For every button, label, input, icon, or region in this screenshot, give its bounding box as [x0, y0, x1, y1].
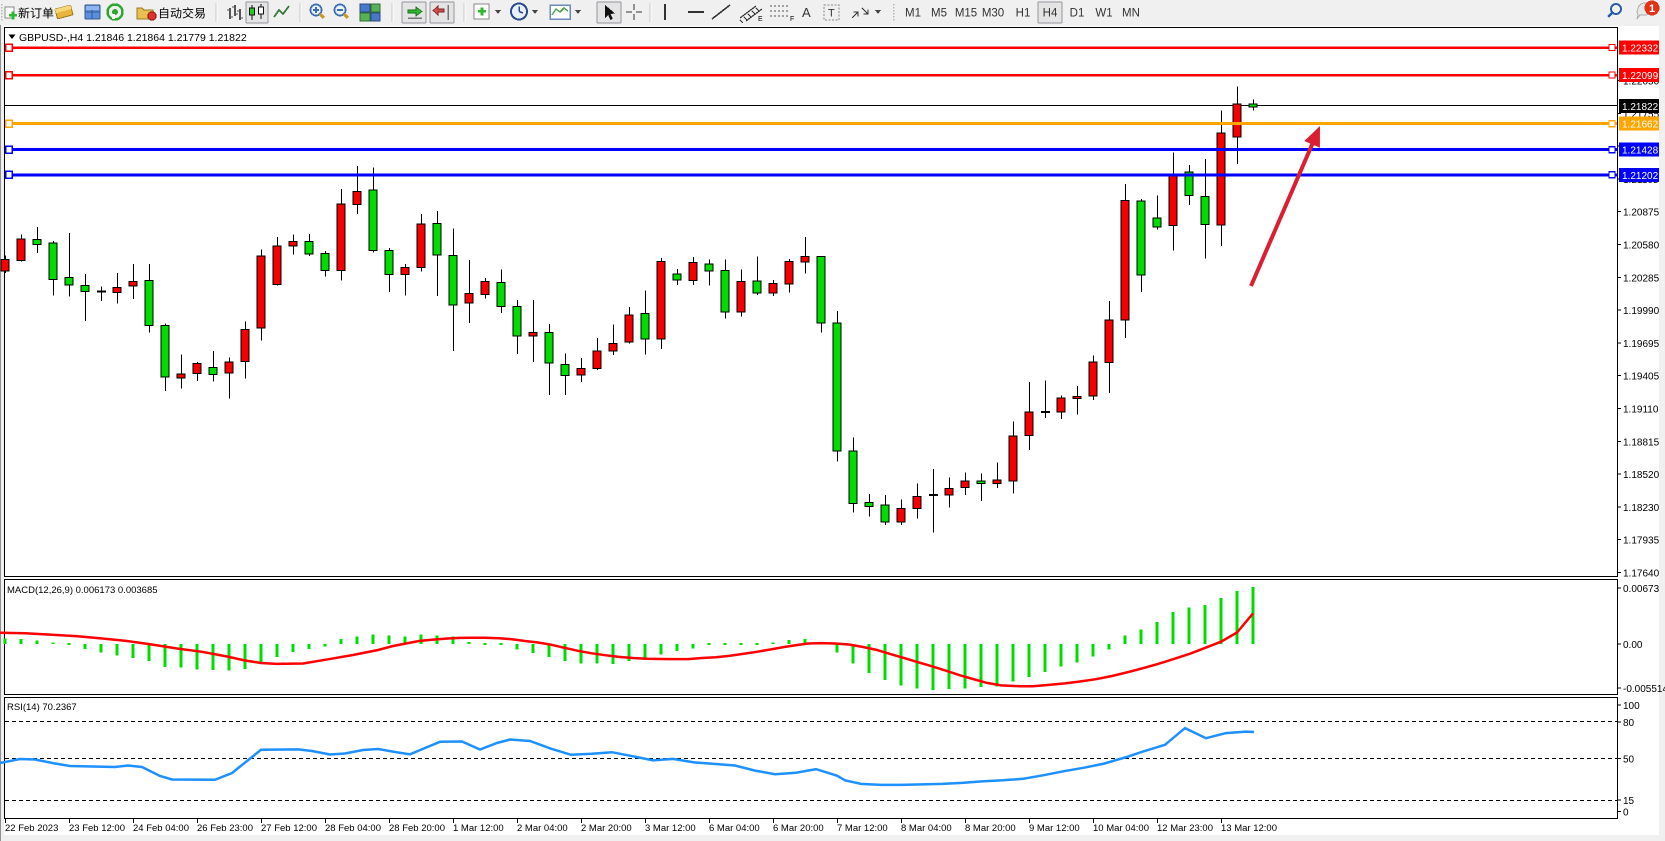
svg-text:24 Feb 04:00: 24 Feb 04:00 [133, 823, 189, 834]
svg-text:2 Mar 04:00: 2 Mar 04:00 [517, 823, 568, 834]
svg-text:28 Feb 20:00: 28 Feb 20:00 [389, 823, 445, 834]
svg-text:W1: W1 [1095, 8, 1112, 20]
svg-text:0: 0 [1623, 808, 1629, 819]
svg-text:7 Mar 12:00: 7 Mar 12:00 [837, 823, 888, 834]
svg-text:1: 1 [1649, 3, 1655, 15]
svg-text:E: E [758, 16, 763, 23]
svg-text:6 Mar 04:00: 6 Mar 04:00 [709, 823, 760, 834]
svg-text:15: 15 [1623, 796, 1635, 807]
svg-text:1.20285: 1.20285 [1623, 273, 1660, 284]
svg-text:12 Mar 23:00: 12 Mar 23:00 [1157, 823, 1213, 834]
svg-text:1.20875: 1.20875 [1623, 208, 1660, 219]
svg-text:1.18815: 1.18815 [1623, 437, 1660, 448]
svg-text:3 Mar 12:00: 3 Mar 12:00 [645, 823, 696, 834]
svg-text:M1: M1 [905, 8, 921, 20]
svg-text:M5: M5 [931, 8, 947, 20]
svg-text:1.19990: 1.19990 [1623, 306, 1660, 317]
svg-text:GBPUSD-,H4 1.21846 1.21864 1.: GBPUSD-,H4 1.21846 1.21864 1.21779 1.218… [19, 32, 247, 44]
svg-text:23 Feb 12:00: 23 Feb 12:00 [69, 823, 125, 834]
svg-text:F: F [790, 16, 794, 23]
svg-text:-0.005514: -0.005514 [1623, 684, 1665, 695]
svg-text:1.17935: 1.17935 [1623, 536, 1660, 547]
svg-text:1.20580: 1.20580 [1623, 241, 1660, 252]
svg-text:M30: M30 [982, 8, 1004, 20]
svg-text:T: T [828, 8, 835, 20]
svg-text:0.00: 0.00 [1623, 640, 1643, 651]
svg-text:8 Mar 04:00: 8 Mar 04:00 [901, 823, 952, 834]
svg-text:M15: M15 [955, 8, 977, 20]
svg-text:1.19695: 1.19695 [1623, 339, 1660, 350]
svg-text:1.21428: 1.21428 [1622, 146, 1659, 157]
svg-text:13 Mar 12:00: 13 Mar 12:00 [1221, 823, 1277, 834]
svg-text:0.00673: 0.00673 [1623, 584, 1660, 595]
svg-text:1.18230: 1.18230 [1623, 503, 1660, 514]
svg-text:A: A [802, 5, 811, 20]
svg-text:1.17640: 1.17640 [1623, 569, 1660, 580]
svg-text:2 Mar 20:00: 2 Mar 20:00 [581, 823, 632, 834]
svg-text:1.19110: 1.19110 [1623, 405, 1659, 416]
svg-text:9 Mar 12:00: 9 Mar 12:00 [1029, 823, 1080, 834]
svg-text:22 Feb 2023: 22 Feb 2023 [5, 823, 58, 834]
svg-text:8 Mar 20:00: 8 Mar 20:00 [965, 823, 1016, 834]
svg-text:1.21662: 1.21662 [1622, 120, 1659, 131]
svg-text:1.21202: 1.21202 [1622, 171, 1659, 182]
svg-text:26 Feb 23:00: 26 Feb 23:00 [197, 823, 253, 834]
svg-text:10 Mar 04:00: 10 Mar 04:00 [1093, 823, 1149, 834]
svg-text:RSI(14) 70.2367: RSI(14) 70.2367 [7, 702, 77, 713]
svg-text:50: 50 [1623, 754, 1635, 765]
svg-text:28 Feb 04:00: 28 Feb 04:00 [325, 823, 381, 834]
svg-text:H1: H1 [1016, 8, 1031, 20]
svg-text:1.18520: 1.18520 [1623, 470, 1660, 481]
svg-text:6 Mar 20:00: 6 Mar 20:00 [773, 823, 824, 834]
svg-text:1.21822: 1.21822 [1622, 102, 1659, 113]
svg-text:100: 100 [1623, 701, 1640, 712]
svg-text:1.21755: 1.21755 [1623, 109, 1660, 120]
svg-text:27 Feb 12:00: 27 Feb 12:00 [261, 823, 317, 834]
svg-text:1 Mar 12:00: 1 Mar 12:00 [453, 823, 504, 834]
svg-text:D1: D1 [1070, 8, 1085, 20]
svg-text:1.22099: 1.22099 [1622, 71, 1659, 82]
svg-text:MACD(12,26,9) 0.006173 0.00368: MACD(12,26,9) 0.006173 0.003685 [7, 585, 158, 596]
svg-text:H4: H4 [1043, 8, 1058, 20]
svg-text:1.19405: 1.19405 [1623, 372, 1660, 383]
svg-text:80: 80 [1623, 718, 1635, 729]
svg-text:1.22332: 1.22332 [1622, 44, 1659, 55]
svg-text:MN: MN [1122, 8, 1140, 20]
